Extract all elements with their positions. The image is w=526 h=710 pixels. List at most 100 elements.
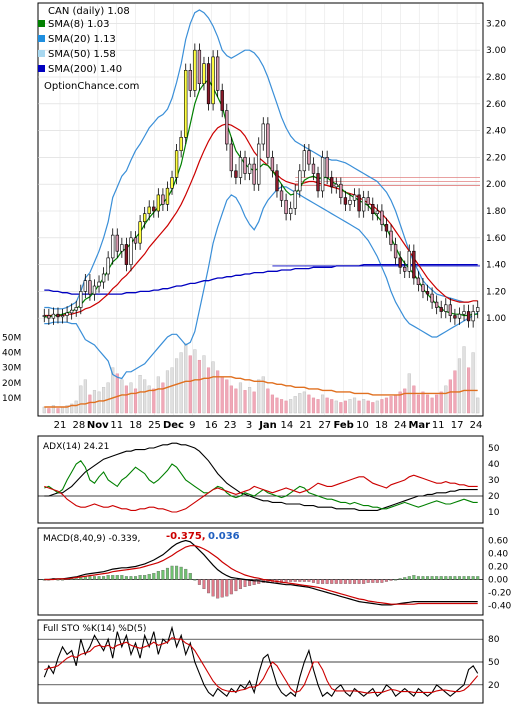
sma20-line [44,123,478,317]
macd-histogram-bar [380,579,384,583]
volume-average-line [44,376,478,408]
macd-histogram-bar [152,573,156,580]
candle-body [142,213,147,223]
x-tick-label: 18 [375,420,388,431]
x-tick-label: 24 [470,420,483,431]
volume-bar [138,375,142,414]
volume-bar [184,343,188,414]
indicator-tick-label: 10 [488,508,500,518]
macd-label: MACD(8,40,9) -0.339, [43,534,140,544]
candle-body [430,293,434,303]
macd-histogram-bar [457,576,461,580]
candle-body [69,309,74,314]
axis-labels: 3.20 3.00 2.80 2.60 2.40 2.20 2.00 1.80 1.60 1.40… [2,19,512,690]
candle-body [462,311,466,315]
candle-body [320,157,325,192]
volume-bar [275,397,279,414]
candle-body [275,170,279,192]
macd-histogram-bar [179,566,183,580]
indicator-tick-label: -0.40 [488,602,512,612]
candle-body [288,208,293,214]
candle-body [170,177,174,189]
candle-body [115,234,119,252]
macd-histogram-bar [293,579,297,582]
volume-bar [375,400,379,414]
candle-body [407,250,411,272]
macd-histogram-bar [115,575,119,580]
candle-body [42,315,46,317]
macd-histogram-bar [129,576,133,580]
candle-body [184,70,188,138]
price-tick-label: 1.00 [486,314,506,324]
volume-bar [106,382,110,414]
candle-body [257,143,261,185]
macd-panel-frame [37,527,484,616]
volume-bar [384,397,389,414]
volume-tick-label: 50M [2,334,21,344]
candle-body [339,183,343,198]
volume-bar [60,406,65,414]
macd-histogram-bar [229,579,233,595]
price-tick-label: 1.60 [486,234,506,244]
candle-body [348,199,352,205]
price-tick-label: 2.00 [486,180,506,190]
x-tick-label: Mar [408,420,430,431]
volume-bar [421,391,425,414]
adx-series-line [44,474,478,513]
macd-histogram-bar [362,579,366,584]
x-tick-label: 25 [148,420,161,431]
macd-histogram-bar [398,578,402,580]
macd-histogram-bar [193,579,197,581]
sma8-line [44,78,478,318]
macd-histogram-bar [384,579,388,582]
macd-histogram-bar [311,579,315,583]
candle-body [56,313,60,318]
macd-series-line [44,539,478,606]
volume-bar [380,399,384,414]
x-tick-label: Feb [333,420,353,431]
volume-bar [74,400,78,414]
volume-bar [270,394,274,414]
candle-body [120,244,124,252]
volume-bar [366,400,370,414]
volume-bar [229,385,233,414]
macd-histogram-bar [106,575,110,580]
candle-body [193,49,197,91]
price-tick-label: 3.00 [486,46,506,56]
macd-histogram-bar [462,576,466,580]
candle-body [111,234,115,259]
macd-histogram-bar [321,579,325,584]
x-tick-label: 28 [73,420,86,431]
volume-bar [448,379,452,414]
volume-bar [188,355,192,414]
price-legend: CAN (daily) 1.08 SMA(8) 1.03 SMA(20) 1.1… [38,6,139,92]
adx-label: ADX(14) 24.21 [43,442,109,452]
candle-body [152,206,156,212]
candle-body [156,194,161,212]
candle-body [361,197,366,212]
macd-histogram-bar [138,575,142,580]
x-tick-label: 14 [281,420,294,431]
macd-histogram-bar [257,579,261,584]
macd-histogram-bar [238,579,242,590]
volume-bar [111,367,115,414]
indicator-tick-label: 20 [488,492,500,502]
volume-bar [51,405,55,414]
candle-body [448,304,453,316]
x-tick-label: 17 [451,420,464,431]
volume-bar [266,388,270,414]
volume-bar [124,385,128,414]
candle-body [234,170,238,178]
macd-histogram-bar [211,579,215,597]
volume-bar [471,352,475,414]
candle-body [138,221,142,244]
volume-bar [357,400,361,414]
macd-histogram-bar [389,579,393,581]
candle-body [179,137,183,152]
volume-bar [348,399,352,414]
macd-histogram-bar [448,576,452,580]
candle-body [197,49,202,85]
candle-body [284,199,288,214]
volume-bar [284,400,288,414]
